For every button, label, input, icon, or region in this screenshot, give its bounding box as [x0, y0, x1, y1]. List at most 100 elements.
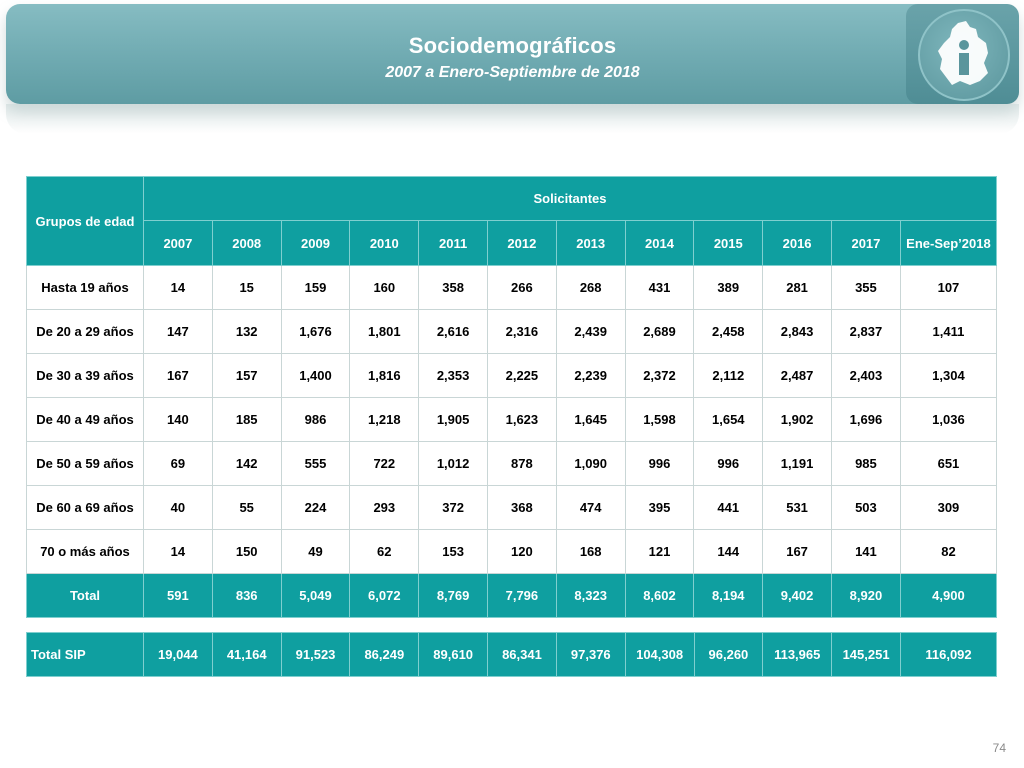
total-cell: 41,164 — [211, 632, 282, 677]
table-cell: 395 — [624, 485, 695, 530]
table-cell: 107 — [899, 265, 998, 310]
header-banner: Sociodemográficos 2007 a Enero-Septiembr… — [6, 4, 1019, 104]
table-cell: 141 — [830, 529, 901, 574]
total-sip-row: Total SIP 19,044 41,164 91,523 86,249 89,610 8… — [26, 632, 997, 677]
table-cell: 368 — [486, 485, 557, 530]
table-cell: 1,676 — [280, 309, 351, 354]
year-header: 2009 — [280, 220, 351, 266]
year-header: 2016 — [762, 220, 832, 266]
year-header: 2012 — [486, 220, 557, 266]
table-cell: 2,843 — [762, 309, 832, 354]
table-cell: 160 — [349, 265, 420, 310]
page-number: 74 — [992, 741, 1006, 755]
total-cell: 591 — [143, 573, 213, 618]
year-header: 2015 — [693, 220, 764, 266]
table-cell: 1,218 — [349, 397, 420, 442]
table-cell: 185 — [211, 397, 282, 442]
total-cell: 8,194 — [693, 573, 764, 618]
total-row: Total 591 836 5,049 6,072 8,769 7,796 8,323 8,60… — [26, 573, 998, 618]
table-cell: 49 — [280, 529, 351, 574]
table-cell: 167 — [143, 353, 213, 398]
year-header: 2011 — [418, 220, 488, 266]
year-header: 2010 — [349, 220, 420, 266]
table-cell: 144 — [693, 529, 764, 574]
table-cell: 985 — [830, 441, 901, 486]
table-row: De 60 a 69 años 40 55 224 293 372 368 474 395 441… — [26, 485, 998, 530]
table-cell: 281 — [762, 265, 832, 310]
total-cell: 91,523 — [280, 632, 351, 677]
table-cell: 2,439 — [555, 309, 626, 354]
grupos-de-edad-header: Grupos de edad — [26, 176, 144, 266]
table-cell: 389 — [693, 265, 764, 310]
table-cell: 159 — [280, 265, 351, 310]
table-cell: 358 — [418, 265, 488, 310]
total-cell: 116,092 — [900, 632, 997, 677]
page-title: Sociodemográficos — [408, 33, 617, 58]
row-label: Hasta 19 años — [26, 265, 144, 310]
table-cell: 293 — [349, 485, 420, 530]
table-row: 70 o más años 14 150 49 62 153 120 168 121 144 167… — [26, 529, 998, 574]
years-header-row: 2007 2008 2009 2010 2011 2012 2013 2014 … — [27, 220, 998, 266]
table-cell: 1,598 — [624, 397, 695, 442]
year-header: 2017 — [830, 220, 901, 266]
year-header: 2013 — [555, 220, 626, 266]
table-cell: 147 — [143, 309, 213, 354]
total-cell: 145,251 — [831, 632, 901, 677]
table-cell: 121 — [624, 529, 695, 574]
table-cell: 1,654 — [693, 397, 764, 442]
table-cell: 2,225 — [486, 353, 557, 398]
total-sip-table: Total SIP 19,044 41,164 91,523 86,249 89,610 8… — [26, 632, 997, 677]
table-cell: 1,400 — [280, 353, 351, 398]
table-cell: 722 — [349, 441, 420, 486]
table-row: De 20 a 29 años 147 132 1,676 1,801 2,616 2,31… — [26, 309, 998, 354]
table-cell: 14 — [143, 265, 213, 310]
table-cell: 2,372 — [624, 353, 695, 398]
total-cell: 104,308 — [624, 632, 695, 677]
logo — [906, 4, 1019, 104]
table-cell: 2,112 — [693, 353, 764, 398]
table-cell: 1,905 — [418, 397, 488, 442]
total-cell: 9,402 — [762, 573, 832, 618]
table-cell: 2,616 — [418, 309, 488, 354]
table-cell: 1,801 — [349, 309, 420, 354]
total-cell: 6,072 — [349, 573, 420, 618]
total-cell: 89,610 — [418, 632, 489, 677]
table-cell: 2,487 — [762, 353, 832, 398]
table-cell: 266 — [486, 265, 557, 310]
table-cell: 142 — [211, 441, 282, 486]
year-header: Ene-Sep’2018 — [899, 220, 998, 266]
year-header: 2014 — [624, 220, 695, 266]
total-cell: 8,920 — [830, 573, 901, 618]
total-cell: 4,900 — [899, 573, 998, 618]
table-cell: 120 — [486, 529, 557, 574]
total-cell: 8,323 — [555, 573, 626, 618]
table-cell: 474 — [555, 485, 626, 530]
total-cell: 836 — [211, 573, 282, 618]
table-cell: 372 — [418, 485, 488, 530]
table-cell: 69 — [143, 441, 213, 486]
table-cell: 2,239 — [555, 353, 626, 398]
row-label: 70 o más años — [26, 529, 144, 574]
table-cell: 140 — [143, 397, 213, 442]
total-cell: 86,249 — [349, 632, 420, 677]
table-cell: 15 — [211, 265, 282, 310]
row-label: De 20 a 29 años — [26, 309, 144, 354]
total-cell: 8,602 — [624, 573, 695, 618]
table-cell: 168 — [555, 529, 626, 574]
table-cell: 441 — [693, 485, 764, 530]
table-cell: 2,316 — [486, 309, 557, 354]
table-cell: 224 — [280, 485, 351, 530]
table-cell: 1,645 — [555, 397, 626, 442]
table-cell: 996 — [693, 441, 764, 486]
table-cell: 651 — [899, 441, 998, 486]
table-cell: 2,403 — [830, 353, 901, 398]
table-cell: 2,353 — [418, 353, 488, 398]
table-cell: 1,816 — [349, 353, 420, 398]
table-row: De 50 a 59 años 69 142 555 722 1,012 878 1,090 9… — [26, 441, 998, 486]
table-cell: 531 — [762, 485, 832, 530]
table-cell: 1,191 — [762, 441, 832, 486]
table-cell: 157 — [211, 353, 282, 398]
total-cell: 86,341 — [487, 632, 557, 677]
table-row: Hasta 19 años 14 15 159 160 358 266 268 431 389 28… — [26, 265, 998, 310]
year-header: 2008 — [211, 220, 282, 266]
